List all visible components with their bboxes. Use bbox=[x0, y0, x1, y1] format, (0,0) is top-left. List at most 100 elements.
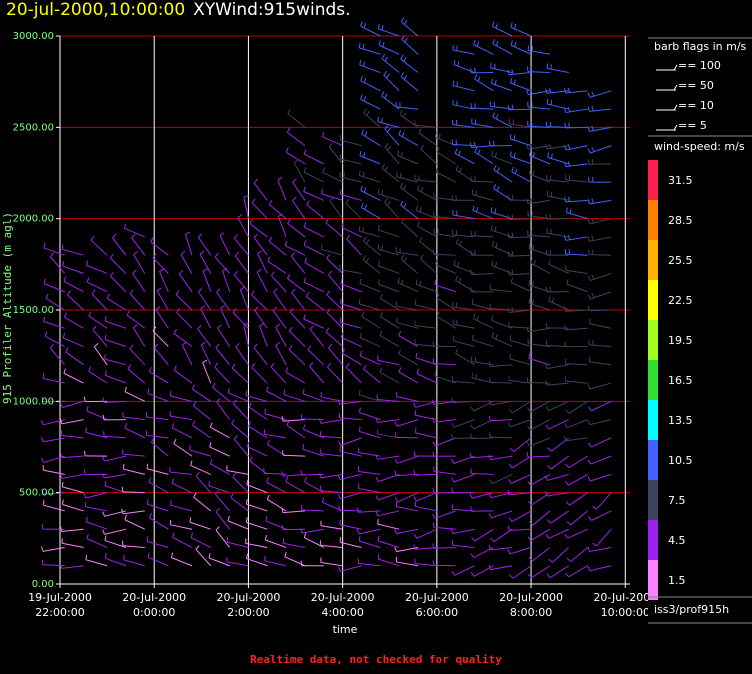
wind-barb bbox=[453, 264, 475, 274]
wind-barb bbox=[63, 337, 84, 347]
title-product: XYWind:915winds. bbox=[193, 0, 351, 20]
wind-barb bbox=[251, 294, 268, 311]
wind-barb bbox=[283, 542, 306, 548]
wind-barb-flag bbox=[394, 458, 398, 464]
wind-barb bbox=[268, 240, 287, 256]
wind-barb-flag bbox=[288, 345, 293, 350]
wind-barb bbox=[452, 544, 475, 548]
wind-barb-flag bbox=[528, 280, 531, 286]
wind-barb bbox=[340, 541, 362, 548]
speed-color-swatch bbox=[648, 280, 658, 320]
wind-barb-flag bbox=[365, 239, 370, 244]
wind-barb-flag bbox=[435, 259, 438, 265]
wind-barb-flag bbox=[356, 529, 360, 535]
wind-barb-flag bbox=[189, 444, 191, 451]
wind-barb-flag bbox=[530, 88, 533, 95]
wind-barb bbox=[361, 315, 381, 329]
xtick-date: 19-Jul-2000 bbox=[28, 591, 92, 604]
wind-barb-flag bbox=[398, 330, 402, 336]
wind-barb-flag bbox=[458, 167, 463, 173]
wind-barb-flag bbox=[268, 200, 273, 205]
wind-barb bbox=[434, 375, 456, 384]
wind-barb bbox=[527, 455, 550, 458]
wind-barb-flag bbox=[476, 207, 479, 213]
wind-barb-flag bbox=[377, 188, 380, 195]
wind-barb bbox=[288, 330, 306, 347]
wind-barb bbox=[43, 378, 65, 384]
wind-barb bbox=[345, 202, 362, 220]
wind-barb bbox=[104, 358, 127, 366]
wind-barb-flag bbox=[270, 362, 275, 368]
wind-barb-flag bbox=[413, 496, 417, 502]
wind-barb bbox=[454, 152, 475, 165]
wind-barb-flag bbox=[491, 151, 494, 157]
wind-barb bbox=[150, 241, 169, 256]
wind-barb bbox=[398, 353, 419, 366]
wind-barb-flag bbox=[529, 150, 532, 156]
wind-barb bbox=[510, 281, 532, 293]
wind-barb-flag bbox=[237, 214, 243, 219]
wind-barb-flag bbox=[587, 294, 591, 300]
wind-barb-flag bbox=[62, 332, 66, 339]
wind-barb bbox=[509, 339, 532, 348]
wind-barb bbox=[320, 544, 343, 548]
wind-barb bbox=[420, 258, 438, 274]
wind-barb bbox=[309, 329, 325, 347]
wind-barb-flag bbox=[110, 271, 114, 277]
wind-barb-flag bbox=[564, 122, 567, 128]
wind-barb-flag bbox=[321, 188, 323, 194]
wind-barb-flag bbox=[563, 235, 567, 241]
wind-barb bbox=[339, 176, 362, 183]
wind-barb-flag bbox=[381, 163, 386, 169]
wind-barb bbox=[490, 289, 513, 293]
wind-barb bbox=[378, 265, 400, 274]
wind-barb-flag bbox=[303, 222, 307, 228]
wind-barb-flag bbox=[337, 474, 341, 480]
wind-barb bbox=[230, 497, 249, 512]
wind-barb bbox=[326, 312, 343, 329]
wind-barb-flag bbox=[303, 149, 307, 155]
wind-barb bbox=[473, 318, 494, 329]
wind-barb bbox=[270, 366, 287, 384]
wind-barb bbox=[127, 368, 146, 384]
wind-barb-flag bbox=[545, 286, 548, 292]
wind-barb-flag bbox=[452, 335, 455, 341]
wind-barb-flag bbox=[474, 67, 476, 73]
wind-barb bbox=[44, 283, 65, 293]
wind-barb bbox=[126, 314, 146, 329]
wind-barb-flag bbox=[325, 218, 330, 223]
wind-barb-flag bbox=[419, 280, 422, 286]
wind-barb-flag bbox=[345, 362, 350, 368]
wind-barb bbox=[227, 520, 249, 530]
wind-barb bbox=[173, 333, 193, 347]
wind-barb-flag bbox=[400, 172, 402, 178]
xtick-date: 20-Jul-2000 bbox=[311, 591, 375, 604]
wind-barb-flag bbox=[41, 489, 44, 495]
wind-barb bbox=[43, 469, 65, 475]
wind-barb bbox=[530, 400, 551, 413]
wind-barb-flag bbox=[360, 185, 363, 191]
wind-barb bbox=[361, 207, 381, 220]
wind-barb bbox=[590, 291, 612, 300]
speed-bin-label: 31.5 bbox=[668, 174, 693, 187]
wind-barb bbox=[384, 128, 400, 146]
wind-barb bbox=[226, 541, 249, 548]
wind-barb-flag bbox=[564, 324, 567, 331]
wind-barb-flag bbox=[243, 194, 249, 198]
wind-barb-flag bbox=[109, 253, 114, 259]
wind-barb bbox=[303, 318, 325, 329]
wind-barb-flag bbox=[491, 315, 494, 321]
wind-barb bbox=[568, 473, 588, 486]
wind-barb bbox=[146, 416, 169, 421]
wind-barb-flag bbox=[106, 293, 110, 299]
wind-barb bbox=[529, 437, 551, 447]
wind-barb-flag bbox=[43, 278, 46, 284]
wind-barb bbox=[169, 471, 192, 475]
wind-barb bbox=[418, 132, 438, 147]
wind-barb-flag bbox=[451, 477, 455, 483]
wind-barb-flag bbox=[507, 194, 510, 201]
wind-barb bbox=[474, 528, 494, 542]
wind-barb-flag bbox=[231, 363, 236, 369]
wind-barb bbox=[63, 281, 84, 293]
wind-barb bbox=[436, 316, 456, 329]
